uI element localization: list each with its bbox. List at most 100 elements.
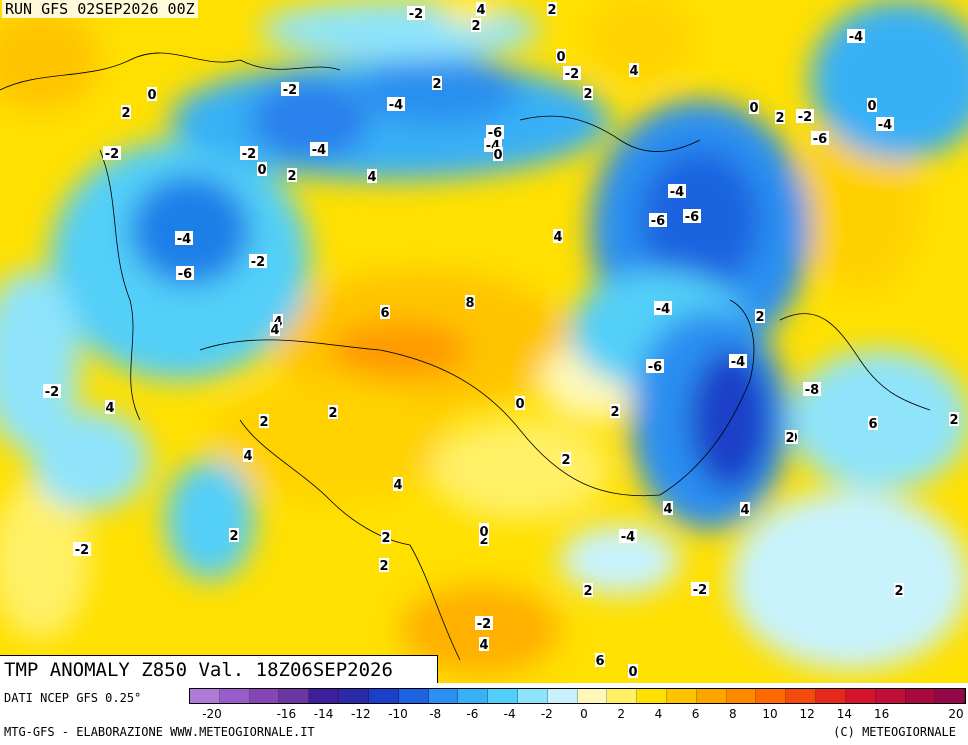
contour-label: 2 [775, 111, 784, 126]
contour-label: 6 [595, 654, 604, 669]
contour-label: 4 [243, 449, 252, 464]
contour-label: 2 [471, 19, 480, 34]
contour-label-bg [281, 82, 299, 96]
contour-label: 2 [287, 169, 296, 184]
contour-label-bg [649, 213, 667, 227]
contour-label: 0 [749, 101, 758, 116]
temperature-anomaly-map: -2 4 2 2 0 -2 4 2 -4 0 2 -2 -4 2 0 2 0 -2 -4 -6 -4 -4 -2 0 -2 -6 0… [0, 0, 968, 683]
contour-label-bg [73, 542, 91, 556]
contour-label: 2 [229, 529, 238, 544]
color-swatch [726, 689, 757, 703]
contour-label-bg [328, 405, 338, 419]
panel-title: TMP ANOMALY Z850 Val. 18Z06SEP2026 [0, 655, 438, 683]
data-source: DATI NCEP GFS 0.25° [4, 691, 142, 705]
contour-label-bg [407, 6, 425, 20]
contour-label: -2 [105, 147, 119, 162]
contour-label-bg [949, 412, 959, 426]
scale-tick-label: -14 [313, 707, 334, 721]
contour-label-bg [646, 359, 664, 373]
contour-label-bg [629, 63, 639, 77]
scale-tick-label: 10 [762, 707, 778, 721]
contour-label: 0 [493, 148, 502, 163]
contour-label-bg [663, 501, 673, 515]
color-swatch [667, 689, 697, 703]
contour-label-bg [876, 117, 894, 131]
contour-label-bg [583, 86, 593, 100]
contour-label-bg [583, 583, 593, 597]
contour-label-bg [105, 400, 115, 414]
contour-label: 2 [755, 310, 764, 325]
contour-label-bg [475, 616, 493, 630]
contour-label-bg [628, 664, 638, 678]
color-swatch [249, 689, 280, 703]
contour-label-bg [668, 184, 686, 198]
scale-tick-label: 20 [948, 707, 964, 721]
scale-tick-label: 4 [654, 707, 663, 721]
color-swatch [488, 689, 518, 703]
contour-label-bg [310, 142, 328, 156]
contour-label-bg [103, 146, 121, 160]
contour-label-bg [273, 314, 283, 328]
contour-label-bg [43, 384, 61, 398]
contour-label: -2 [75, 543, 89, 558]
contour-label-bg [683, 209, 701, 223]
scale-tick-label: 8 [728, 707, 737, 721]
contour-label-bg [367, 169, 377, 183]
color-swatch [368, 689, 399, 703]
contour-label: -4 [670, 185, 684, 200]
color-swatch [845, 689, 876, 703]
contour-label-bg [486, 125, 504, 139]
contour-label-bg [563, 66, 581, 80]
contour-label-bg [691, 582, 709, 596]
contour-label-bg [775, 110, 785, 124]
color-swatch [905, 689, 936, 703]
contour-label: -4 [312, 143, 326, 158]
contour-label-bg [259, 414, 269, 428]
contour-label: 2 [894, 584, 903, 599]
contour-label: -2 [45, 385, 59, 400]
contour-label: 2 [583, 87, 592, 102]
credit-right: (C) METEOGIORNALE [833, 725, 956, 739]
contour-label-bg [740, 502, 750, 516]
contour-label: -6 [685, 210, 699, 225]
contour-label-bg [847, 29, 865, 43]
contour-label: -4 [656, 302, 670, 317]
contour-label: 2 [432, 77, 441, 92]
contour-label: -2 [251, 255, 265, 270]
color-swatch [547, 689, 578, 703]
contour-label: 2 [479, 533, 488, 548]
contour-label-bg [229, 528, 239, 542]
contour-label: 0 [147, 88, 156, 103]
contour-label: -2 [693, 583, 707, 598]
contour-label: 2 [379, 559, 388, 574]
color-swatch [219, 689, 250, 703]
contour-label-bg [432, 76, 442, 90]
contour-label: 2 [121, 106, 130, 121]
contour-label-bg [595, 653, 605, 667]
contour-label-bg [553, 229, 563, 243]
color-swatch [398, 689, 429, 703]
contour-label-bg [479, 637, 489, 651]
contour-label: -6 [648, 360, 662, 375]
color-swatch [816, 689, 846, 703]
scale-tick-label: -10 [388, 707, 408, 721]
contour-label-bg [515, 396, 525, 410]
color-swatch [428, 689, 459, 703]
contour-label: 2 [547, 3, 556, 18]
contour-label: 4 [553, 230, 562, 245]
contour-label: -2 [477, 617, 491, 632]
color-swatch [339, 689, 369, 703]
contour-label-bg [257, 162, 267, 176]
contour-label-bg [811, 131, 829, 145]
contour-label: 2 [381, 531, 390, 546]
color-scale-ticks: -20 -16 -14 -12 -10 -8 -6 -4 -2 0 2 4 6 8 10 12 14 16 20 [189, 707, 966, 723]
contour-label: 0 [257, 163, 266, 178]
contour-label-bg [619, 529, 637, 543]
run-title: RUN GFS 02SEP2026 00Z [2, 0, 198, 18]
scale-tick-label: -2 [540, 707, 553, 721]
contour-label: 2 [561, 453, 570, 468]
contour-label-bg [803, 382, 821, 396]
contour-label: 2 [785, 431, 794, 446]
contour-label: 0 [515, 397, 524, 412]
